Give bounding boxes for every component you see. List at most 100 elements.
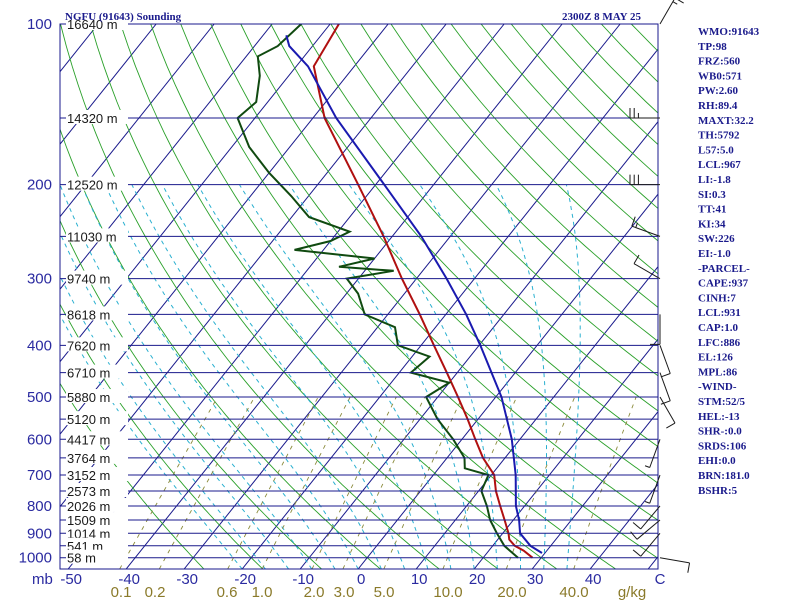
- stability-index-item: TT:41: [698, 204, 727, 216]
- wind-barb: [659, 0, 684, 25]
- height-label-bg: [66, 176, 128, 191]
- wind-barb-staff: [659, 372, 671, 401]
- isotherm-line: [67, 24, 505, 569]
- stability-index-item: KI:34: [698, 218, 726, 230]
- height-label: 8618 m: [67, 307, 110, 322]
- stability-index-item: RH:89.4: [698, 100, 738, 112]
- wind-barb-staff: [659, 396, 676, 424]
- temperature-tick-label: 40: [585, 571, 602, 588]
- mixing-ratio-tick-label: 0.1: [111, 584, 132, 600]
- wind-barb-staff: [636, 519, 661, 540]
- wind-barb-flag: [660, 400, 671, 405]
- stability-index-item: LI:-1.8: [698, 174, 731, 186]
- height-label: 11030 m: [67, 229, 117, 244]
- stability-index-item: -PARCEL-: [698, 263, 750, 275]
- pressure-tick-label: 700: [27, 467, 52, 484]
- height-label: 12520 m: [67, 178, 118, 193]
- moist-adiabat-line: [81, 184, 336, 569]
- moist-adiabat-line: [239, 184, 452, 569]
- height-label: 4417 m: [67, 432, 110, 447]
- height-label-bg: [66, 306, 128, 321]
- stability-index-item: LCL:967: [698, 159, 741, 171]
- pressure-tick-label: 1000: [19, 550, 52, 567]
- height-label-bg: [66, 467, 128, 482]
- height-label: 14320 m: [67, 111, 118, 126]
- moist-adiabat-line: [197, 184, 429, 569]
- temperature-tick-label: 0: [357, 571, 365, 588]
- dry-adiabat-line: [60, 382, 205, 569]
- mixing-ratio-line: [311, 396, 397, 569]
- wind-barb: [629, 107, 660, 119]
- stability-index-item: SHR-:0.0: [698, 426, 742, 438]
- stability-index-item: WMO:91643: [698, 26, 760, 38]
- dry-adiabat-line: [150, 24, 616, 569]
- mixing-ratio-tick-label: 3.0: [334, 584, 355, 600]
- wind-barb: [632, 505, 661, 530]
- mixing-ratio-tick-label: 40.0: [559, 584, 588, 600]
- stability-index-item: STM:52/5: [698, 396, 746, 408]
- height-label: 3152 m: [67, 468, 110, 483]
- wind-barb-flag: [633, 254, 640, 264]
- mixing-ratio-line: [573, 396, 637, 569]
- mixing-ratio-tick-label: 5.0: [374, 584, 395, 600]
- temperature-tick-label: 30: [527, 571, 544, 588]
- height-label: 1509 m: [67, 513, 110, 528]
- wind-barb-flag: [630, 531, 638, 540]
- pressure-tick-label: 800: [27, 498, 52, 515]
- stability-index-item: SW:226: [698, 233, 735, 245]
- pressure-tick-label: 600: [27, 431, 52, 448]
- dry-adiabat-line: [120, 24, 558, 569]
- wind-barb: [659, 345, 671, 378]
- dry-adiabat-line: [420, 24, 658, 275]
- observation-time: 2300Z 8 MAY 25: [562, 11, 641, 23]
- stability-index-item: MAXT:32.2: [698, 115, 754, 127]
- wind-barb: [644, 474, 661, 504]
- dry-adiabat-line: [360, 24, 658, 342]
- wind-barb-flag: [632, 522, 642, 530]
- wind-barb-staff: [649, 439, 661, 468]
- moist-adiabat-line: [495, 184, 547, 569]
- moist-adiabat-line: [565, 184, 581, 569]
- height-label: 1014 m: [67, 526, 110, 541]
- stability-index-item: BSHR:5: [698, 485, 738, 497]
- wind-barbs: [629, 0, 691, 573]
- height-label-bg: [66, 525, 128, 540]
- pressure-tick-label: 900: [27, 525, 52, 542]
- stability-index-item: MPL:86: [698, 366, 738, 378]
- dewpoint-profile: [236, 24, 519, 559]
- moist-adiabat-line: [288, 184, 475, 569]
- stability-index-item: CINH:7: [698, 292, 736, 304]
- temperature-tick-label: 20: [469, 571, 486, 588]
- dry-adiabat-line: [60, 127, 381, 569]
- pressure-tick-label: 500: [27, 389, 52, 406]
- height-label-bg: [66, 431, 128, 446]
- wind-barb-halfflag: [635, 222, 638, 228]
- mixing-ratio-tick-label: 10.0: [433, 584, 462, 600]
- moist-adiabat-line: [60, 314, 243, 569]
- stability-index-item: SI:0.3: [698, 189, 726, 201]
- stability-index-item: EL:126: [698, 352, 733, 364]
- moist-adiabat-line: [419, 184, 522, 569]
- wind-barb: [632, 532, 661, 557]
- height-label: 16640 m: [67, 17, 118, 32]
- wind-barb-staff: [640, 532, 661, 557]
- wind-barb-staff: [633, 263, 661, 280]
- height-label-bg: [66, 270, 128, 285]
- height-label-bg: [66, 228, 128, 243]
- moist-adiabat-line: [131, 184, 382, 569]
- isotherm-line: [241, 48, 658, 569]
- wind-barb-halfflag: [644, 501, 650, 504]
- stability-index-item: LCL:931: [698, 307, 741, 319]
- dry-adiabat-line: [60, 303, 264, 569]
- stability-index-item: CAP:1.0: [698, 322, 739, 334]
- mixing-ratio-tick-label: 20.0: [497, 584, 526, 600]
- pressure-tick-label: 100: [27, 16, 52, 33]
- dry-adiabat-line: [60, 24, 440, 569]
- height-label-bg: [66, 364, 128, 379]
- stability-index-item: FRZ:560: [698, 56, 741, 68]
- height-label: 2026 m: [67, 499, 110, 514]
- height-label: 3764 m: [67, 451, 110, 466]
- plot-frame: [59, 23, 659, 570]
- wind-barb-staff: [659, 0, 675, 25]
